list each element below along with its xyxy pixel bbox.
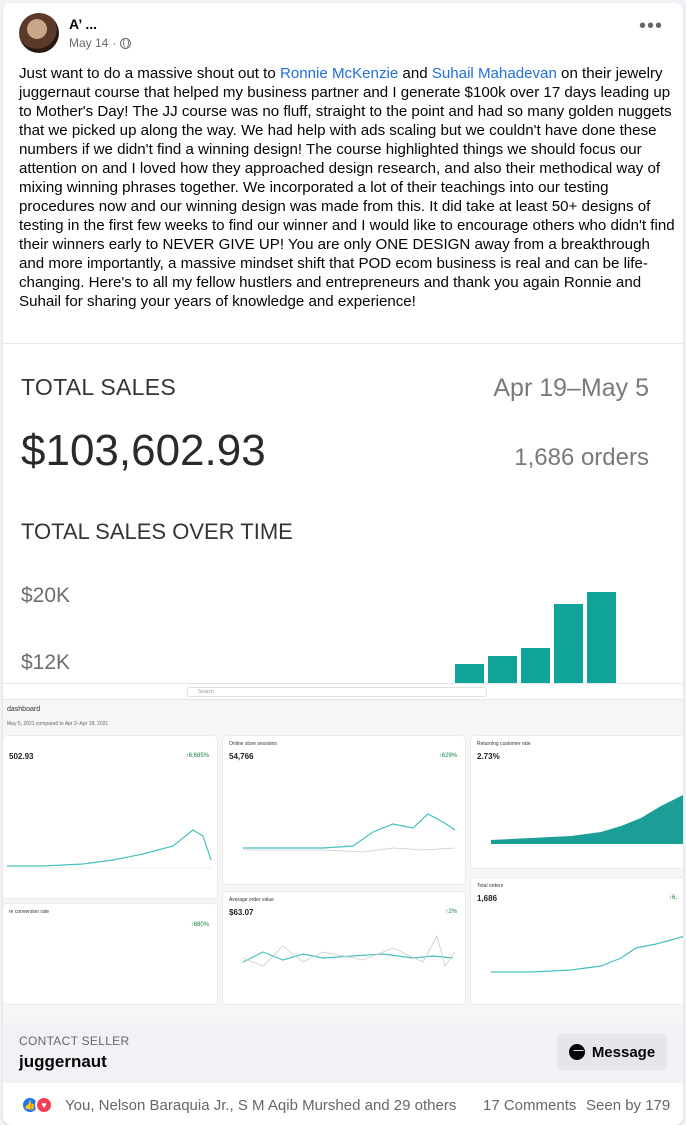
panel-change: ↑6,685% <box>185 753 209 759</box>
panel-title: Average order value <box>229 897 274 903</box>
panel-change: ↑880% <box>190 922 209 928</box>
sales-line-chart <box>7 829 213 869</box>
dashboard-search: Search <box>187 687 487 697</box>
panel-title: re conversion rate <box>9 909 50 915</box>
panel-title: Total orders <box>477 883 504 889</box>
post-timestamp[interactable]: May 14 <box>69 36 109 50</box>
panel-change: ↑2% <box>445 909 457 915</box>
panel-value: 502.93 <box>9 752 34 761</box>
total-sales-title: TOTAL SALES <box>21 374 176 400</box>
panel-value: 54,766 <box>229 752 254 761</box>
message-button[interactable]: Message <box>557 1034 667 1070</box>
panel-total-sales: 502.93 ↑6,685% <box>3 736 217 898</box>
aov-line-chart <box>242 934 456 967</box>
dashboard-title: dashboard <box>7 706 41 713</box>
author-avatar[interactable] <box>19 13 59 53</box>
mention-suhail[interactable]: Suhail Mahadevan <box>431 65 557 82</box>
sales-bar <box>521 648 550 683</box>
mention-ronnie[interactable]: Ronnie McKenzie <box>279 65 399 82</box>
panel-aov: Average order value $63.07 ↑2% <box>223 892 465 1004</box>
sales-bar <box>488 656 517 683</box>
post-card: A’ ... May 14 · ••• Just want to do a ma… <box>3 3 683 1125</box>
reaction-icons[interactable]: 👍 ♥ <box>21 1096 57 1114</box>
post-text: Just want to do a massive shout out to R… <box>19 65 675 310</box>
post-header: A’ ... May 14 · ••• <box>3 3 683 61</box>
seller-name[interactable]: juggernaut <box>19 1052 107 1071</box>
panel-change: ↑6, <box>668 895 677 901</box>
contact-seller-bar: CONTACT SELLER juggernaut Message <box>3 1023 683 1083</box>
panel-value: 1,686 <box>477 894 498 903</box>
panel-title: Returning customer rate <box>477 741 531 747</box>
post-meta: May 14 · <box>69 36 132 50</box>
sales-screenshot-image[interactable]: TOTAL SALES Apr 19–May 5 $103,602.93 1,6… <box>3 343 683 683</box>
dashboard-date: May 5, 2021 compared to Apr 2–Apr 18, 20… <box>7 721 109 727</box>
dashboard-screenshot-image[interactable]: Search dashboard May 5, 2021 compared to… <box>3 683 683 1023</box>
reactions-summary[interactable]: You, Nelson Baraquia Jr., S M Aqib Mursh… <box>65 1097 457 1114</box>
sales-bar <box>455 664 484 683</box>
orders-line-chart <box>491 935 683 973</box>
date-range: Apr 19–May 5 <box>493 374 649 402</box>
message-button-label: Message <box>591 1043 656 1061</box>
sales-bar <box>554 604 583 683</box>
ytick-12k: $12K <box>21 651 71 674</box>
orders-count: 1,686 orders <box>514 444 649 471</box>
panel-conversion: re conversion rate ↑880% <box>3 904 217 1004</box>
messenger-icon <box>568 1044 585 1060</box>
post-footer: 👍 ♥ You, Nelson Baraquia Jr., S M Aqib M… <box>3 1083 683 1125</box>
comments-count[interactable]: 17 Comments <box>483 1097 577 1114</box>
returning-area-chart <box>491 795 683 844</box>
dashboard-topbar: Search <box>3 684 683 700</box>
panel-total-orders: Total orders 1,686 ↑6, <box>471 878 683 1004</box>
author-name[interactable]: A’ ... <box>69 16 98 32</box>
panel-value: 2.73% <box>477 752 500 761</box>
globe-icon <box>120 37 132 49</box>
love-icon: ♥ <box>35 1096 53 1114</box>
more-options-icon[interactable]: ••• <box>638 15 663 37</box>
sales-bar <box>587 592 616 683</box>
panel-sessions: Online store sessions 54,766 ↑629% <box>223 736 465 884</box>
ytick-20k: $20K <box>21 584 71 607</box>
contact-seller-label: CONTACT SELLER <box>19 1034 130 1048</box>
panel-change: ↑629% <box>438 753 457 759</box>
panel-value: $63.07 <box>229 908 254 917</box>
sessions-line-chart <box>243 813 456 853</box>
seen-by-count[interactable]: Seen by 179 <box>586 1097 671 1114</box>
panel-title: Online store sessions <box>229 741 277 747</box>
total-sales-value: $103,602.93 <box>21 426 266 475</box>
sales-over-time-title: TOTAL SALES OVER TIME <box>21 519 293 544</box>
sales-bar-chart: $20K $12K <box>3 564 683 683</box>
panel-returning-rate: Returning customer rate 2.73% <box>471 736 683 868</box>
